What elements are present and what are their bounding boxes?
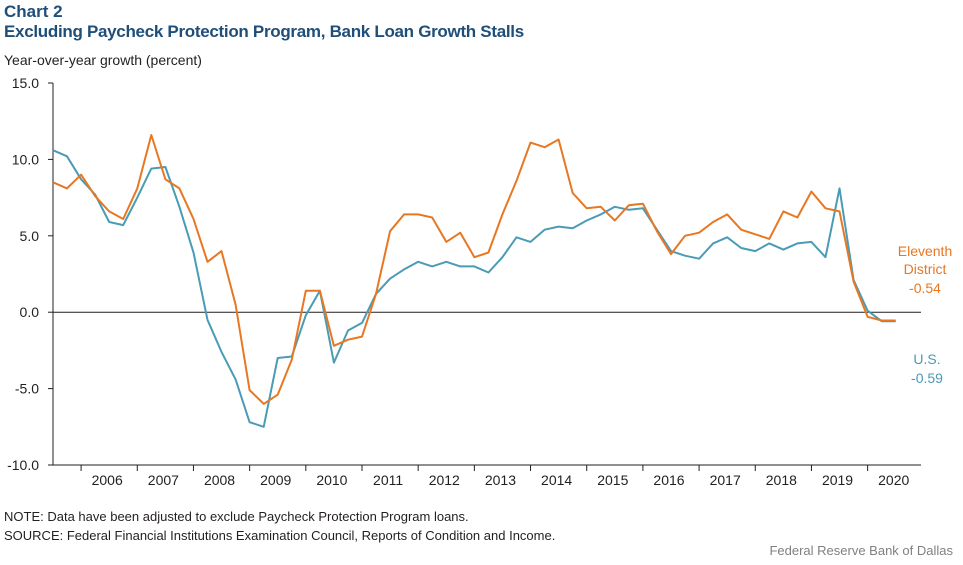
x-tick-label: 2018 (766, 472, 797, 488)
x-tick-label: 2013 (485, 472, 516, 488)
chart-title: Excluding Paycheck Protection Program, B… (4, 22, 524, 41)
series-line-us (52, 149, 896, 428)
eleventh-district-label: Eleventh (898, 243, 952, 259)
eleventh-district-label: District (904, 261, 947, 277)
x-tick-label: 2009 (260, 472, 291, 488)
x-tick-label: 2007 (148, 472, 179, 488)
x-tick-label: 2015 (597, 472, 628, 488)
note-text: NOTE: Data have been adjusted to exclude… (4, 509, 469, 524)
y-tick-label: -5.0 (15, 381, 39, 397)
x-tick-label: 2011 (373, 472, 403, 488)
x-tick-label: 2012 (429, 472, 460, 488)
x-tick-label: 2014 (541, 472, 572, 488)
y-tick-label: 5.0 (20, 228, 40, 244)
chart-number: Chart 2 (4, 2, 63, 21)
eleventh-district-label: -0.54 (909, 280, 941, 296)
x-tick-label: 2019 (822, 472, 853, 488)
x-tick-label: 2020 (878, 472, 909, 488)
y-tick-label: 10.0 (12, 151, 39, 167)
y-axis-label: Year-over-year growth (percent) (4, 52, 202, 68)
x-tick-label: 2010 (316, 472, 347, 488)
series-end-labels: Eleventh District -0.54 U.S. -0.59 (898, 243, 952, 386)
y-tick-label: 15.0 (12, 75, 39, 91)
y-tick-label: -10.0 (7, 457, 39, 473)
series-lines (52, 134, 896, 428)
x-tick-label: 2016 (653, 472, 684, 488)
us-label: -0.59 (911, 370, 943, 386)
x-tick-label: 2017 (710, 472, 741, 488)
credit-text: Federal Reserve Bank of Dallas (769, 543, 953, 558)
axes: 15.0 10.0 5.0 0.0 -5.0 -10.0 2006 2007 2008 2009 2… (7, 75, 921, 488)
source-text: SOURCE: Federal Financial Institutions E… (4, 528, 556, 543)
x-tick-label: 2008 (204, 472, 235, 488)
series-line-eleventh-district (52, 134, 896, 405)
y-tick-label: 0.0 (20, 304, 40, 320)
x-tick-label: 2006 (92, 472, 123, 488)
us-label: U.S. (913, 351, 940, 367)
